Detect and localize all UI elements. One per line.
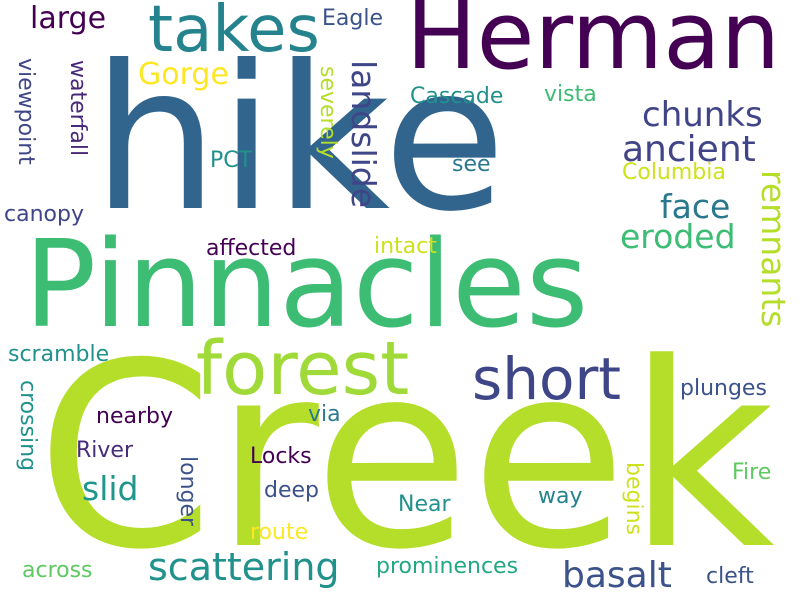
word-across: across: [22, 558, 93, 583]
word-face: face: [660, 187, 731, 226]
word-gorge: Gorge: [138, 57, 229, 92]
word-scramble: scramble: [8, 342, 110, 367]
word-fire: Fire: [732, 460, 772, 485]
word-nearby: nearby: [96, 404, 173, 429]
word-river: River: [76, 438, 133, 463]
word-see: see: [452, 152, 491, 177]
word-forest: forest: [196, 326, 410, 412]
word-route: route: [250, 520, 309, 545]
word-crossing: crossing: [15, 380, 40, 472]
word-eroded: eroded: [620, 217, 736, 256]
word-large: large: [30, 1, 107, 36]
word-locks: Locks: [250, 444, 312, 469]
word-canopy: canopy: [4, 202, 84, 227]
word-scattering: scattering: [148, 545, 340, 589]
word-waterfall: waterfall: [65, 60, 90, 157]
word-remnants: remnants: [754, 170, 793, 328]
word-vista: vista: [544, 82, 597, 107]
word-begins: begins: [621, 462, 646, 535]
word-severely: severely: [315, 66, 340, 159]
word-herman: Herman: [406, 0, 781, 91]
word-eagle: Eagle: [322, 6, 383, 31]
word-chunks: chunks: [642, 95, 763, 135]
word-cascade: Cascade: [410, 84, 504, 109]
word-intact: intact: [374, 234, 437, 259]
word-slid: slid: [82, 469, 139, 508]
word-affected: affected: [206, 236, 297, 261]
word-prominences: prominences: [376, 554, 519, 579]
word-basalt: basalt: [562, 555, 672, 596]
word-pinnacles: Pinnacles: [24, 216, 589, 355]
word-creek: Creek: [36, 309, 775, 600]
word-takes: takes: [148, 0, 320, 67]
word-near: Near: [398, 492, 451, 517]
word-cleft: cleft: [706, 564, 754, 589]
word-hike: hike: [92, 23, 507, 256]
word-landslide: landslide: [344, 60, 383, 209]
word-columbia: Columbia: [622, 160, 726, 185]
word-via: via: [308, 402, 341, 427]
word-short: short: [472, 345, 622, 413]
word-longer: longer: [175, 456, 200, 527]
word-pct: PCT: [210, 148, 253, 173]
word-deep: deep: [264, 478, 319, 503]
word-ancient: ancient: [622, 129, 756, 170]
word-way: way: [538, 484, 583, 509]
word-viewpoint: viewpoint: [13, 58, 38, 165]
word-plunges: plunges: [680, 376, 767, 401]
